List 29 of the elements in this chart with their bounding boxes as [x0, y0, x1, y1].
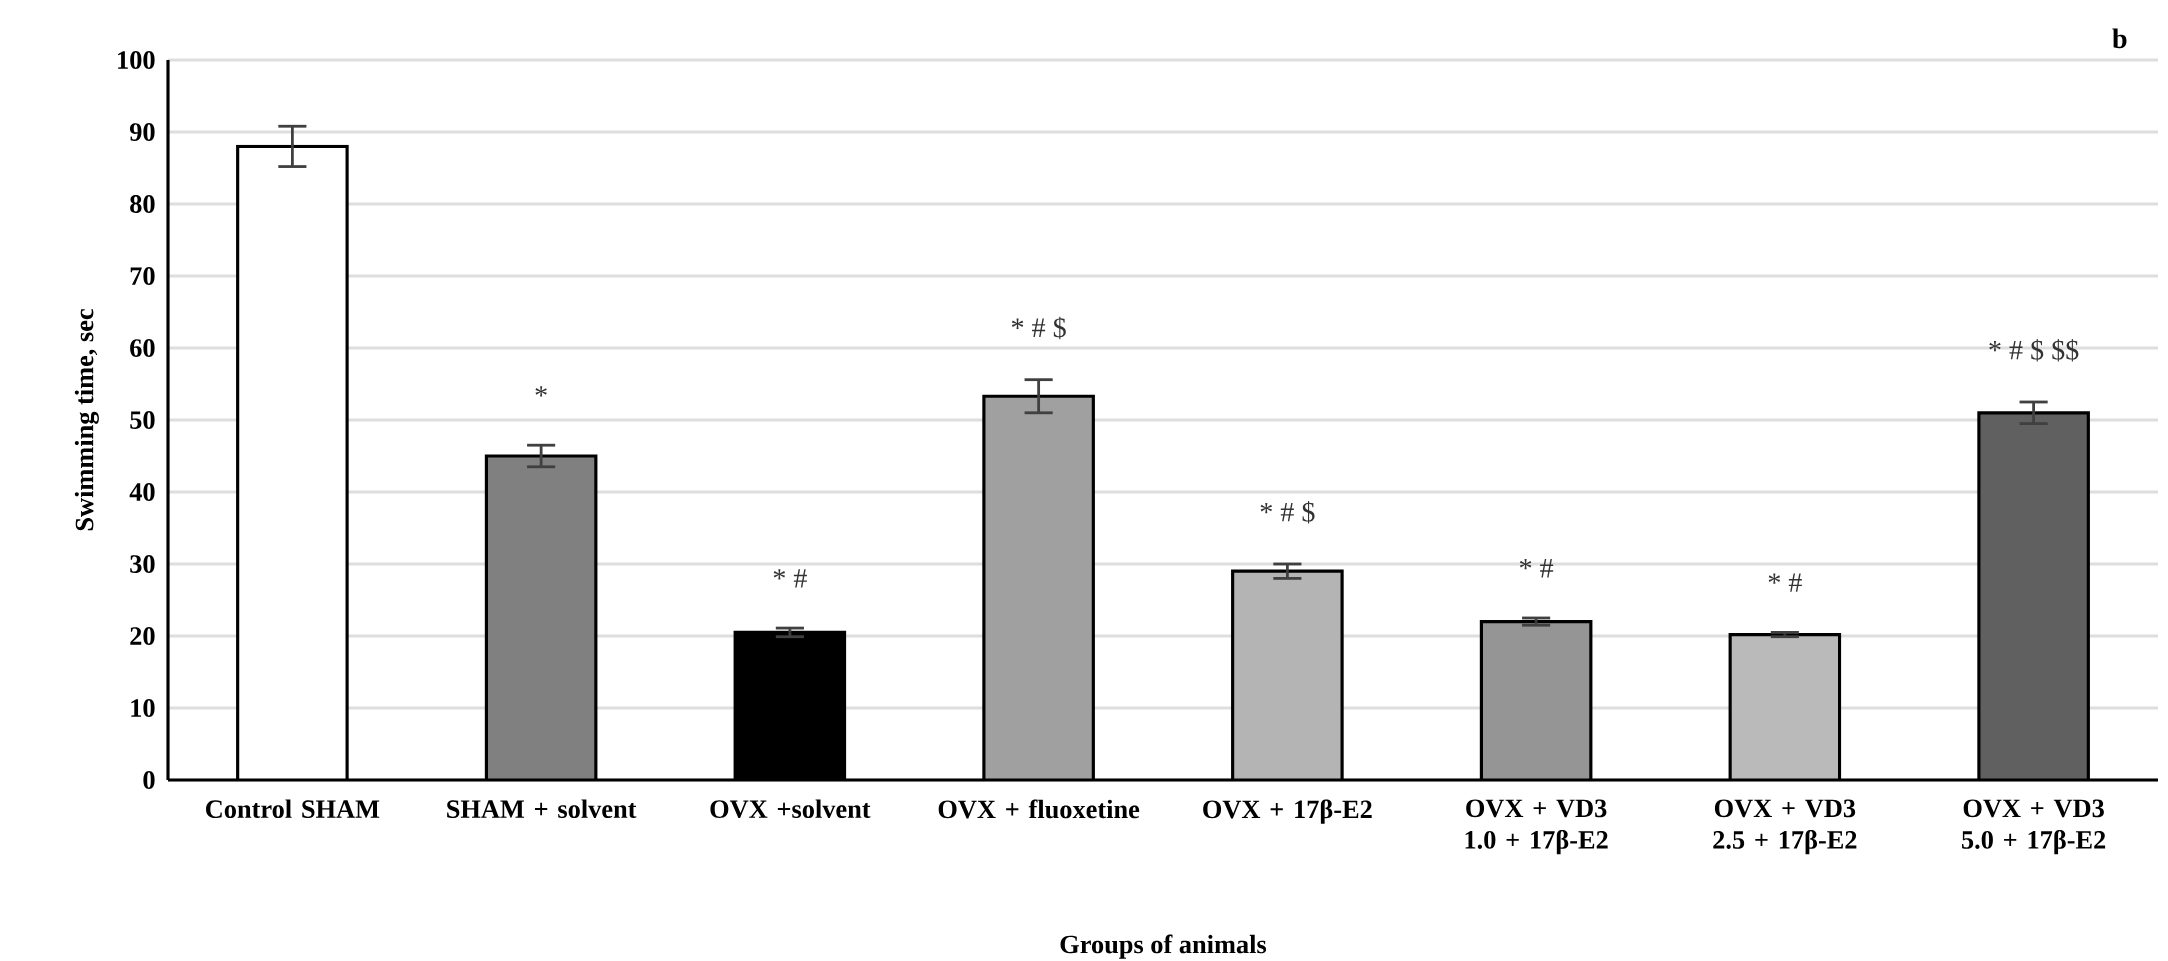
- y-tick-label: 20: [130, 627, 155, 645]
- y-tick-label: 10: [131, 699, 155, 717]
- annotation: * #: [1519, 559, 1554, 578]
- y-tick-label: 60: [130, 339, 155, 357]
- y-tick-label: 30: [130, 555, 155, 573]
- annotation: * #: [773, 569, 807, 588]
- x-tick-label: OVX + VD3 5.0 + 17β-E2: [1961, 799, 2106, 855]
- y-axis-title: Swimming time, sec: [74, 309, 99, 531]
- annotation: *: [535, 386, 547, 397]
- x-tick-label: OVX + fluoxetine: [938, 799, 1140, 819]
- annotation: * # $ $$: [1989, 338, 2079, 362]
- x-tick-label: OVX + 17β-E2: [1203, 799, 1372, 824]
- x-tick-label: OVX +solvent: [710, 799, 871, 819]
- y-tick-label: 0: [143, 771, 155, 789]
- annotation: * # $: [1011, 316, 1066, 340]
- x-tick-label: OVX + VD3 1.0 + 17β-E2: [1465, 799, 1608, 855]
- x-axis-title: Groups of animals: [1060, 934, 1267, 959]
- y-tick-label: 70: [130, 267, 155, 285]
- y-tick-label: 90: [129, 123, 155, 141]
- y-tick-label: 100: [118, 51, 155, 69]
- annotation: * #: [1768, 573, 1802, 592]
- x-tick-label: OVX + VD3 2.5 + 17β-E2: [1713, 799, 1857, 855]
- x-tick-label: Control SHAM: [206, 799, 380, 819]
- x-tick-label: SHAM + solvent: [447, 799, 637, 819]
- text: b: [2112, 28, 2127, 49]
- y-tick-label: 50: [130, 411, 155, 429]
- y-tick-label: 40: [129, 483, 155, 501]
- annotation: * # $: [1260, 500, 1315, 524]
- y-tick-label: 80: [130, 195, 155, 213]
